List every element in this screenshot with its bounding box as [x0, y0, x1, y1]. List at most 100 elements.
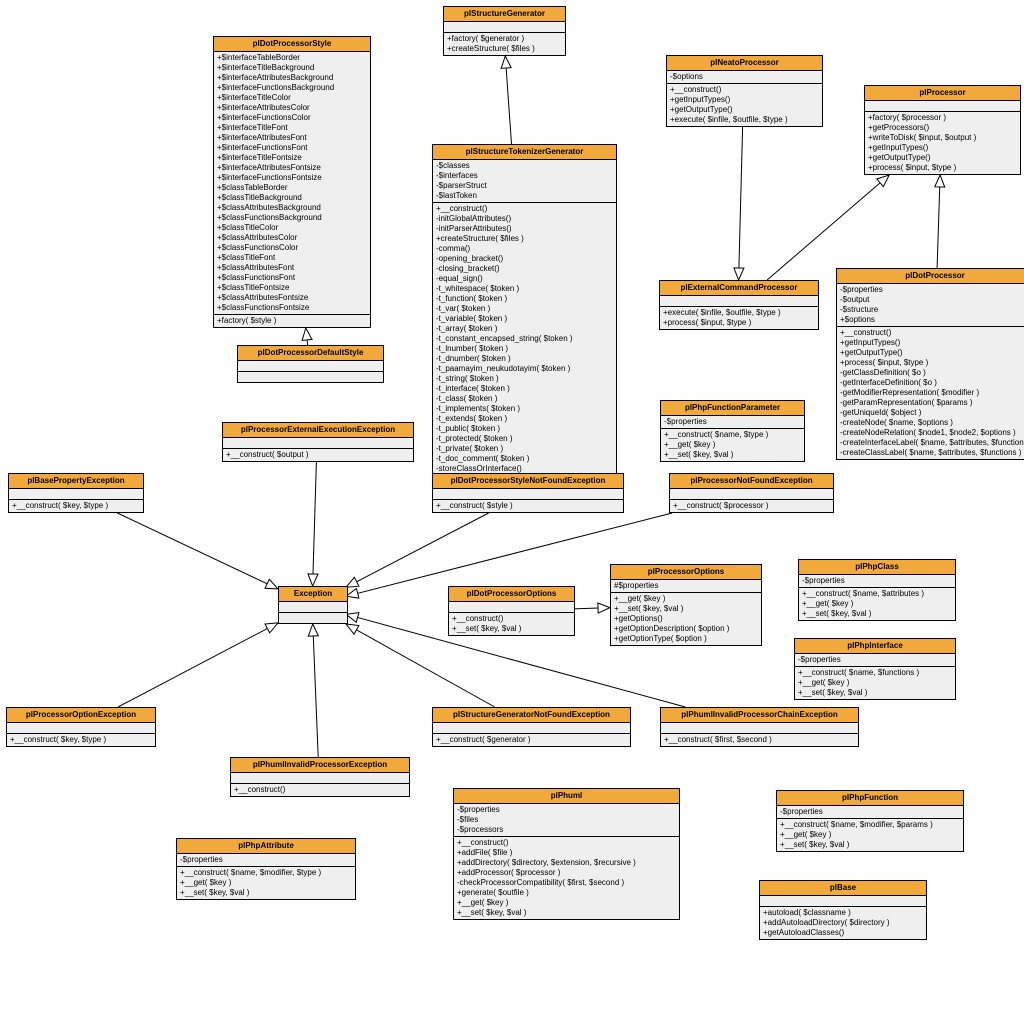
attribute-row: -$classes	[436, 161, 613, 171]
attribute-row: +$interfaceTitleFont	[217, 123, 367, 133]
operation-row: +generate( $outfile )	[457, 888, 676, 898]
class-plProcessorOptions: plProcessorOptions#$properties+__get( $k…	[610, 564, 762, 646]
class-title: plExternalCommandProcessor	[660, 281, 818, 296]
attributes-section: -$properties-$output-$structure+$options	[837, 284, 1024, 327]
operation-row: +getOutputType()	[670, 105, 819, 115]
operation-row: +__construct()	[457, 838, 676, 848]
operations-section: +__construct()+addFile( $file )+addDirec…	[454, 837, 679, 919]
operation-row: -closing_bracket()	[436, 264, 613, 274]
class-title: plStructureGeneratorNotFoundException	[433, 708, 630, 723]
attribute-row: -$parserStruct	[436, 181, 613, 191]
operation-row: +__construct( $name, $type )	[664, 430, 801, 440]
class-plPhpAttribute: plPhpAttribute-$properties+__construct( …	[176, 838, 356, 900]
class-plPhuml: plPhuml-$properties-$files-$processors+_…	[453, 788, 680, 920]
class-title: plDotProcessorDefaultStyle	[238, 346, 383, 361]
attributes-section	[433, 723, 630, 734]
operation-row: +autoload( $classname )	[763, 908, 923, 918]
operation-row: -t_whitespace( $token )	[436, 284, 613, 294]
operation-row: +__construct()	[670, 85, 819, 95]
class-plProcessor: plProcessor+factory( $processor )+getPro…	[864, 85, 1021, 175]
class-Exception: Exception	[278, 586, 348, 624]
attribute-row: +$classTitleFont	[217, 253, 367, 263]
operations-section: +__construct( $name, $attributes )+__get…	[799, 588, 955, 620]
class-title: plDotProcessorStyle	[214, 37, 370, 52]
edge: plExternalCommandProcessor	[767, 175, 889, 280]
operation-row: +__set( $key, $val )	[180, 888, 352, 898]
class-title: plProcessor	[865, 86, 1020, 101]
class-plPhpFunction: plPhpFunction-$properties+__construct( $…	[776, 790, 964, 852]
attribute-row: +$classAttributesBackground	[217, 203, 367, 213]
operation-row: +__construct( $output )	[226, 450, 410, 460]
attribute-row: +$classTableBorder	[217, 183, 367, 193]
operations-section: +__construct( $name, $functions )+__get(…	[795, 667, 955, 699]
class-title: plPhumlInvalidProcessorException	[231, 758, 409, 773]
class-plStructureGeneratorNotFoundException: plStructureGeneratorNotFoundException+__…	[432, 707, 631, 747]
operation-row: -t_public( $token )	[436, 424, 613, 434]
operation-row: +__get( $key )	[664, 440, 801, 450]
attribute-row: -$properties	[457, 805, 676, 815]
class-plBase: plBase+autoload( $classname )+addAutoloa…	[759, 880, 927, 940]
class-plProcessorExternalExecutionException: plProcessorExternalExecutionException+__…	[222, 422, 414, 462]
operations-section: +__construct( $style )	[433, 500, 623, 512]
class-plPhumlInvalidProcessorChainException: plPhumlInvalidProcessorChainException+__…	[660, 707, 859, 747]
attribute-row: -$interfaces	[436, 171, 613, 181]
class-title: plPhpClass	[799, 560, 955, 575]
operations-section: +__construct()+getInputTypes()+getOutput…	[837, 327, 1024, 459]
class-title: plDotProcessorStyleNotFoundException	[433, 474, 623, 489]
operation-row: +getOptionType( $option )	[614, 634, 758, 644]
class-title: plStructureGenerator	[444, 7, 565, 22]
edge: plDotProcessor	[937, 175, 940, 268]
operation-row: -t_interface( $token )	[436, 384, 613, 394]
attribute-row: -$properties	[798, 655, 952, 665]
attributes-section: +$interfaceTableBorder+$interfaceTitleBa…	[214, 52, 370, 315]
operation-row: +__set( $key, $val )	[457, 908, 676, 918]
operation-row: +addProcessor( $processor )	[457, 868, 676, 878]
attributes-section	[223, 438, 413, 449]
attribute-row: -$output	[840, 295, 1024, 305]
class-plProcessorNotFoundException: plProcessorNotFoundException+__construct…	[669, 473, 834, 513]
operation-row: -createClassLabel( $name, $attributes, $…	[840, 448, 1024, 458]
class-title: plBasePropertyException	[9, 474, 143, 489]
operation-row: -createNode( $name, $options )	[840, 418, 1024, 428]
operations-section: +__construct( $key, $type )	[9, 500, 143, 512]
attribute-row: +$classFunctionsBackground	[217, 213, 367, 223]
attributes-section	[670, 489, 833, 500]
attributes-section	[661, 723, 858, 734]
attributes-section: -$properties	[777, 806, 963, 819]
operation-row: -t_doc_comment( $token )	[436, 454, 613, 464]
operations-section: +autoload( $classname )+addAutoloadDirec…	[760, 907, 926, 939]
attributes-section	[660, 296, 818, 307]
operations-section: +__construct()-initGlobalAttributes()-in…	[433, 203, 616, 485]
operation-row: +__set( $key, $val )	[452, 624, 571, 634]
attributes-section	[444, 22, 565, 33]
attribute-row: +$interfaceTitleBackground	[217, 63, 367, 73]
operation-row: +__get( $key )	[457, 898, 676, 908]
operation-row: -comma()	[436, 244, 613, 254]
operation-row: -getModifierRepresentation( $modifier )	[840, 388, 1024, 398]
class-title: plNeatoProcessor	[667, 56, 822, 71]
operation-row: +factory( $style )	[217, 316, 367, 326]
operation-row: +getOutputType()	[868, 153, 1017, 163]
attributes-section: #$properties	[611, 580, 761, 593]
operation-row: -getInterfaceDefinition( $o )	[840, 378, 1024, 388]
edge: plPhumlInvalidProcessorException	[313, 624, 318, 757]
attribute-row: -$properties	[664, 417, 801, 427]
operation-row: +__construct()	[436, 204, 613, 214]
class-plPhumlInvalidProcessorException: plPhumlInvalidProcessorException+__const…	[230, 757, 410, 797]
class-plBasePropertyException: plBasePropertyException +__construct( $ke…	[8, 473, 144, 513]
attribute-row: +$interfaceAttributesColor	[217, 103, 367, 113]
operation-row: +getInputTypes()	[868, 143, 1017, 153]
operation-row: +__get( $key )	[798, 678, 952, 688]
operation-row: -initGlobalAttributes()	[436, 214, 613, 224]
operation-row: +addDirectory( $directory, $extension, $…	[457, 858, 676, 868]
operation-row: +__construct( $key, $type )	[12, 501, 140, 511]
operations-section: +__construct( $key, $type )	[7, 734, 155, 746]
attributes-section: -$properties	[795, 654, 955, 667]
edge: plProcessorOptionException	[118, 623, 278, 707]
edge: plDotProcessorDefaultStyle	[306, 328, 308, 345]
attribute-row: +$interfaceTableBorder	[217, 53, 367, 63]
attribute-row: +$classAttributesFontsize	[217, 293, 367, 303]
operation-row: -initParserAttributes()	[436, 224, 613, 234]
class-title: plStructureTokenizerGenerator	[433, 145, 616, 160]
attribute-row: #$properties	[614, 581, 758, 591]
